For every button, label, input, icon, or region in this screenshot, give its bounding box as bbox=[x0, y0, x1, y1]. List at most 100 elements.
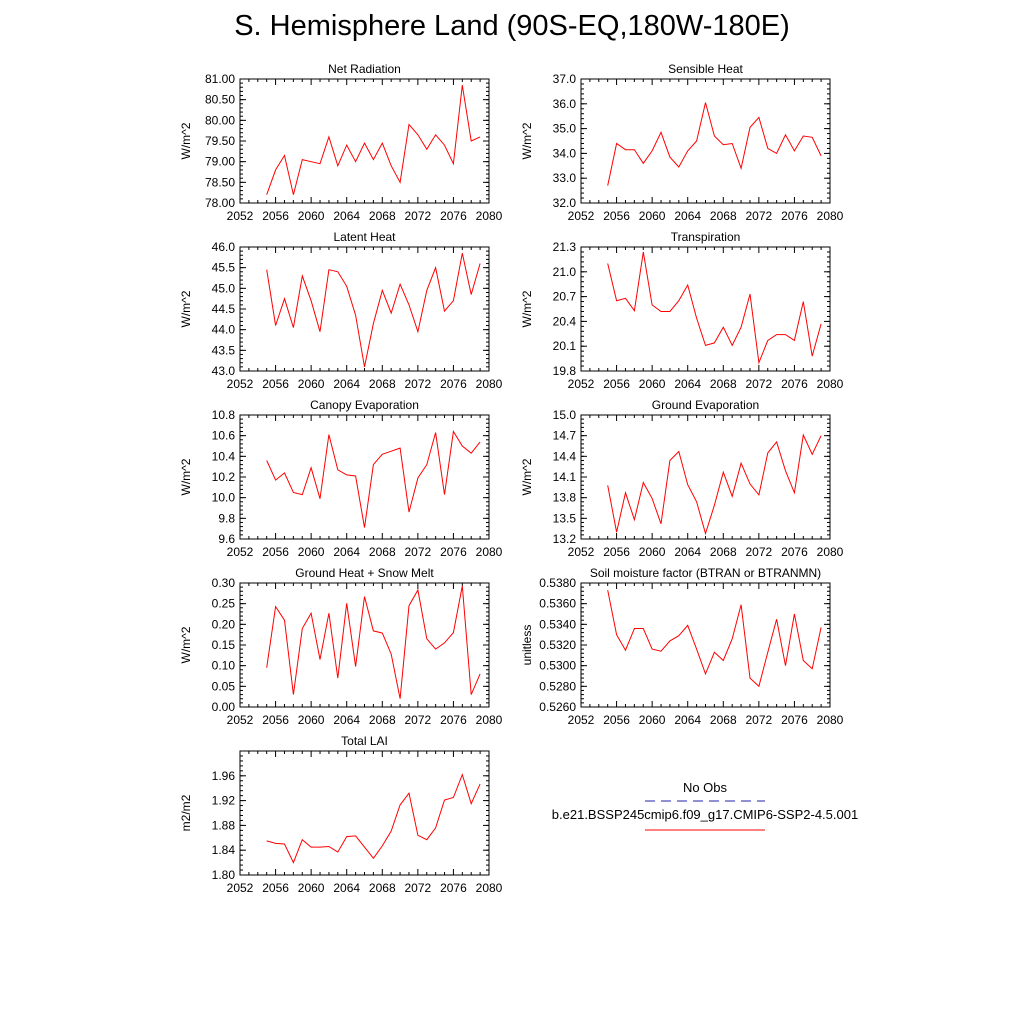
y-tick-label: 19.8 bbox=[553, 364, 577, 378]
y-tick-label: 10.8 bbox=[212, 408, 236, 422]
y-tick-label: 35.0 bbox=[553, 122, 577, 136]
y-axis-label: m2/m2 bbox=[179, 794, 193, 831]
series-line bbox=[266, 85, 481, 195]
chart-panel-7: Ground Heat + Snow Melt W/m^2 2052 2056 2060… bbox=[179, 566, 503, 727]
y-tick-label: 0.00 bbox=[212, 700, 236, 714]
x-tick-label: 2080 bbox=[817, 377, 844, 391]
x-tick-label: 2080 bbox=[476, 377, 503, 391]
x-tick-label: 2068 bbox=[710, 377, 737, 391]
y-tick-label: 0.15 bbox=[212, 638, 236, 652]
y-tick-label: 0.5260 bbox=[539, 700, 576, 714]
x-tick-label: 2064 bbox=[674, 545, 701, 559]
chart-title: Net Radiation bbox=[328, 62, 401, 76]
x-tick-label: 2072 bbox=[746, 209, 773, 223]
x-tick-label: 2072 bbox=[746, 713, 773, 727]
x-tick-label: 2052 bbox=[568, 713, 595, 727]
x-tick-label: 2064 bbox=[333, 209, 360, 223]
x-tick-label: 2080 bbox=[476, 545, 503, 559]
series-line bbox=[607, 102, 822, 186]
x-tick-label: 2076 bbox=[781, 209, 808, 223]
y-tick-label: 20.1 bbox=[553, 339, 577, 353]
plot-frame bbox=[239, 582, 490, 708]
x-tick-label: 2060 bbox=[639, 377, 666, 391]
series-line bbox=[607, 251, 822, 365]
x-tick-label: 2060 bbox=[639, 545, 666, 559]
x-tick-label: 2052 bbox=[568, 545, 595, 559]
y-axis-label: W/m^2 bbox=[520, 290, 534, 327]
x-tick-label: 2060 bbox=[298, 713, 325, 727]
plot-frame bbox=[580, 414, 831, 540]
y-tick-label: 20.7 bbox=[553, 290, 577, 304]
y-axis-label: W/m^2 bbox=[179, 458, 193, 495]
x-tick-label: 2072 bbox=[405, 209, 432, 223]
x-tick-label: 2056 bbox=[603, 545, 630, 559]
x-tick-label: 2052 bbox=[568, 377, 595, 391]
chart-panel-6: Ground Evaporation W/m^2 2052 2056 2060 2064 2… bbox=[520, 398, 844, 559]
chart-title: Sensible Heat bbox=[668, 62, 743, 76]
series-line bbox=[266, 430, 481, 528]
y-tick-label: 13.8 bbox=[553, 491, 577, 505]
y-tick-label: 81.00 bbox=[205, 72, 235, 86]
x-tick-label: 2064 bbox=[674, 377, 701, 391]
y-tick-label: 0.5360 bbox=[539, 597, 576, 611]
chart-title: Total LAI bbox=[341, 734, 388, 748]
y-tick-label: 0.5280 bbox=[539, 679, 576, 693]
x-tick-label: 2080 bbox=[817, 209, 844, 223]
y-tick-label: 0.5340 bbox=[539, 617, 576, 631]
x-tick-label: 2056 bbox=[603, 713, 630, 727]
y-tick-label: 21.0 bbox=[553, 265, 577, 279]
y-tick-label: 43.0 bbox=[212, 364, 236, 378]
x-tick-label: 2064 bbox=[333, 545, 360, 559]
x-tick-label: 2052 bbox=[227, 377, 254, 391]
y-tick-label: 37.0 bbox=[553, 72, 577, 86]
y-tick-label: 0.5300 bbox=[539, 659, 576, 673]
y-tick-label: 78.00 bbox=[205, 196, 235, 210]
x-tick-label: 2060 bbox=[639, 713, 666, 727]
legend-obs-label: No Obs bbox=[683, 780, 728, 795]
x-tick-label: 2076 bbox=[440, 377, 467, 391]
chart-panel-2: Sensible Heat W/m^2 2052 2056 2060 2064 2068 20… bbox=[520, 62, 844, 223]
y-axis-label: W/m^2 bbox=[179, 290, 193, 327]
x-tick-label: 2072 bbox=[405, 881, 432, 895]
x-tick-label: 2056 bbox=[603, 209, 630, 223]
x-tick-label: 2056 bbox=[262, 209, 289, 223]
x-tick-label: 2080 bbox=[476, 209, 503, 223]
y-axis-label: unitless bbox=[520, 625, 534, 666]
y-axis-label: W/m^2 bbox=[179, 122, 193, 159]
y-axis-label: W/m^2 bbox=[179, 626, 193, 663]
y-tick-label: 46.0 bbox=[212, 240, 236, 254]
y-axis-label: W/m^2 bbox=[520, 458, 534, 495]
chart-panel-9: Total LAI m2/m2 2052 2056 2060 2064 2068 2072 20… bbox=[179, 734, 503, 895]
x-tick-label: 2060 bbox=[298, 545, 325, 559]
y-tick-label: 15.0 bbox=[553, 408, 577, 422]
x-tick-label: 2076 bbox=[440, 209, 467, 223]
legend-case-label: b.e21.BSSP245cmip6.f09_g17.CMIP6-SSP2-4.… bbox=[552, 807, 858, 822]
x-tick-label: 2072 bbox=[746, 377, 773, 391]
x-tick-label: 2080 bbox=[476, 881, 503, 895]
y-tick-label: 0.5320 bbox=[539, 638, 576, 652]
y-tick-label: 0.25 bbox=[212, 597, 236, 611]
y-tick-label: 9.8 bbox=[218, 511, 235, 525]
y-tick-label: 14.1 bbox=[553, 470, 577, 484]
x-tick-label: 2060 bbox=[298, 881, 325, 895]
plot-frame bbox=[239, 414, 490, 540]
y-tick-label: 14.4 bbox=[553, 449, 577, 463]
x-tick-label: 2076 bbox=[440, 881, 467, 895]
x-tick-label: 2056 bbox=[262, 545, 289, 559]
series-line bbox=[607, 433, 822, 536]
x-tick-label: 2056 bbox=[262, 713, 289, 727]
x-tick-label: 2052 bbox=[227, 881, 254, 895]
x-tick-label: 2060 bbox=[639, 209, 666, 223]
x-tick-label: 2064 bbox=[674, 209, 701, 223]
x-tick-label: 2056 bbox=[262, 881, 289, 895]
y-tick-label: 10.0 bbox=[212, 491, 236, 505]
y-tick-label: 13.2 bbox=[553, 532, 577, 546]
y-tick-label: 80.00 bbox=[205, 113, 235, 127]
x-tick-label: 2076 bbox=[781, 545, 808, 559]
x-tick-label: 2076 bbox=[781, 377, 808, 391]
x-tick-label: 2068 bbox=[710, 545, 737, 559]
x-tick-label: 2068 bbox=[369, 209, 396, 223]
y-tick-label: 79.50 bbox=[205, 134, 235, 148]
x-tick-label: 2068 bbox=[369, 713, 396, 727]
x-tick-label: 2080 bbox=[817, 713, 844, 727]
